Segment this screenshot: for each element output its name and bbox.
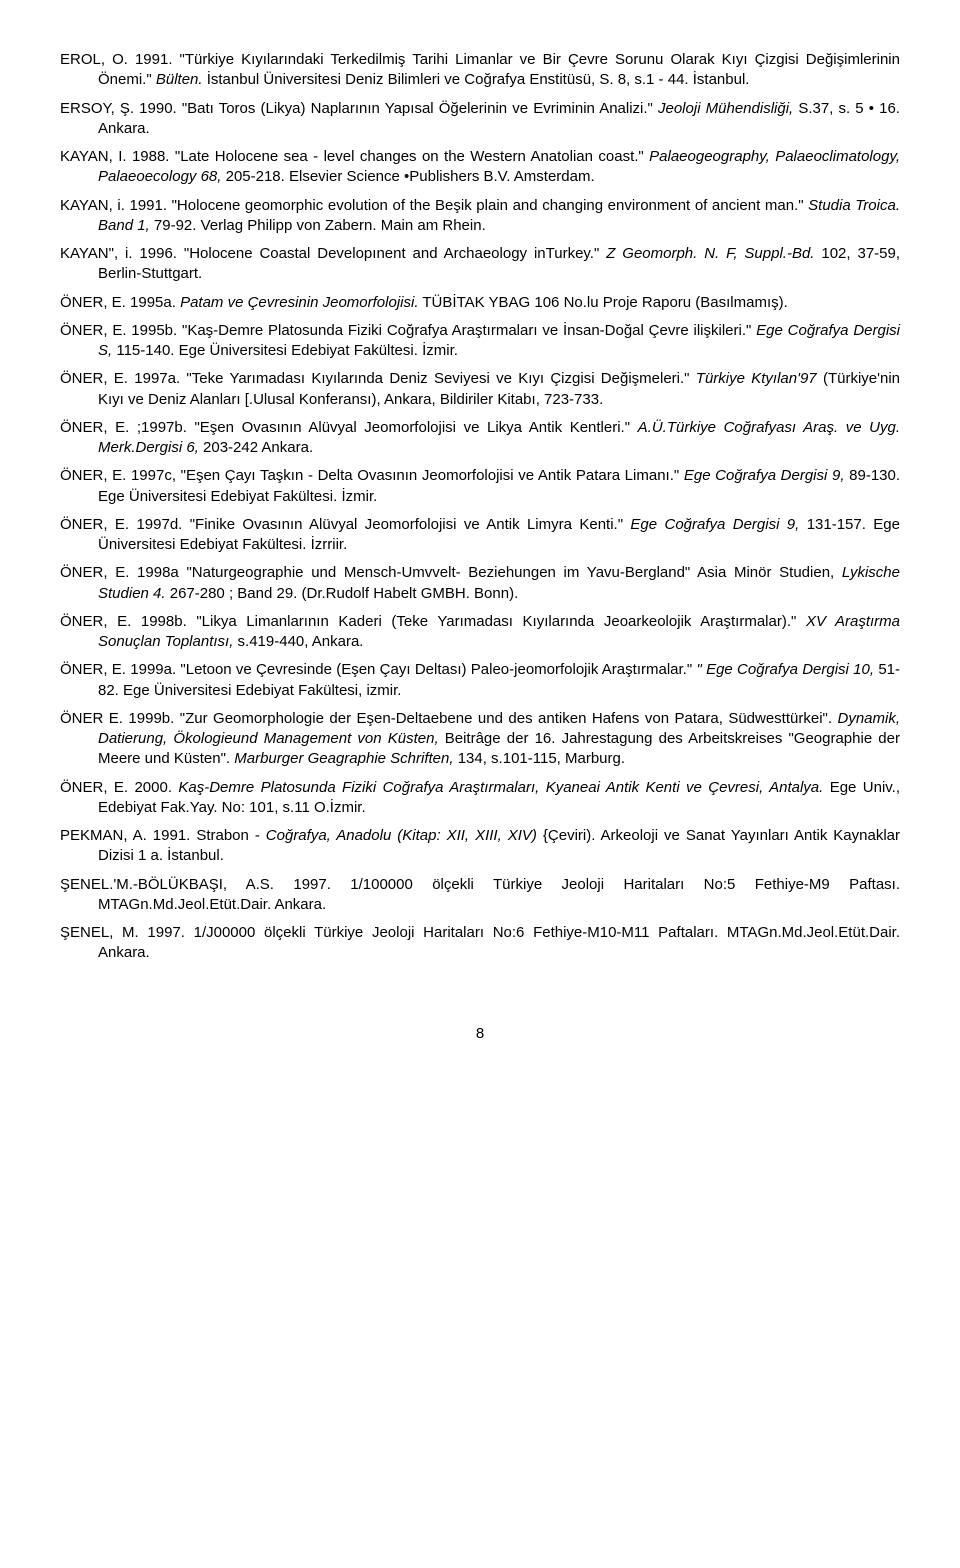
reference-entry: ÖNER, E. 1997c, "Eşen Çayı Taşkın - Delt… bbox=[60, 466, 900, 507]
reference-list: EROL, O. 1991. "Türkiye Kıyılarındaki Te… bbox=[60, 50, 900, 964]
reference-entry: ÖNER, E. 1997a. "Teke Yarımadası Kıyılar… bbox=[60, 369, 900, 410]
reference-entry: ÖNER, E. 1997d. "Finike Ovasının Alüvyal… bbox=[60, 515, 900, 556]
reference-entry: ÖNER, E. 1995a. Patam ve Çevresinin Jeom… bbox=[60, 293, 900, 313]
reference-entry: ÖNER, E. 1998a "Naturgeographie und Mens… bbox=[60, 563, 900, 604]
reference-entry: ÖNER, E. ;1997b. "Eşen Ovasının Alüvyal … bbox=[60, 418, 900, 459]
reference-entry: ŞENEL.'M.-BÖLÜKBAŞI, A.S. 1997. 1/100000… bbox=[60, 875, 900, 916]
reference-entry: ÖNER, E. 2000. Kaş-Demre Platosunda Fizi… bbox=[60, 778, 900, 819]
reference-entry: ÖNER, E. 1995b. "Kaş-Demre Platosunda Fi… bbox=[60, 321, 900, 362]
reference-entry: KAYAN", i. 1996. "Holocene Coastal Devel… bbox=[60, 244, 900, 285]
reference-entry: PEKMAN, A. 1991. Strabon - Coğrafya, Ana… bbox=[60, 826, 900, 867]
reference-entry: ÖNER, E. 1998b. "Likya Limanlarının Kade… bbox=[60, 612, 900, 653]
reference-entry: ÖNER E. 1999b. "Zur Geomorphologie der E… bbox=[60, 709, 900, 770]
reference-entry: EROL, O. 1991. "Türkiye Kıyılarındaki Te… bbox=[60, 50, 900, 91]
reference-entry: ÖNER, E. 1999a. "Letoon ve Çevresinde (E… bbox=[60, 660, 900, 701]
reference-entry: ERSOY, Ş. 1990. "Batı Toros (Likya) Napl… bbox=[60, 99, 900, 140]
page-number: 8 bbox=[60, 1024, 900, 1044]
reference-entry: ŞENEL, M. 1997. 1/J00000 ölçekli Türkiye… bbox=[60, 923, 900, 964]
reference-entry: KAYAN, i. 1991. "Holocene geomorphic evo… bbox=[60, 196, 900, 237]
reference-entry: KAYAN, I. 1988. "Late Holocene sea - lev… bbox=[60, 147, 900, 188]
